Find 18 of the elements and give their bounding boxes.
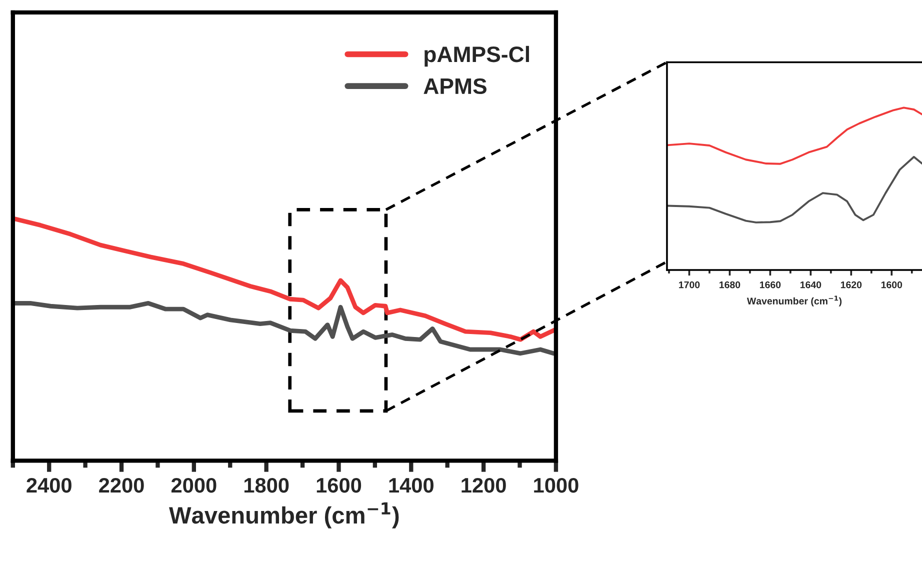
legend-label: pAMPS-Cl <box>424 46 529 67</box>
legend-label: APMS <box>424 78 486 94</box>
x-tick-label: 1600 <box>881 281 902 288</box>
x-tick-label: 1660 <box>760 281 781 288</box>
x-tick-label: 1800 <box>244 478 289 493</box>
x-tick-label: 2200 <box>99 478 144 493</box>
x-tick-label: 1200 <box>462 478 506 493</box>
x-tick-label: 1000 <box>534 478 578 493</box>
x-axis-title: Wavenumber (cm$^{−1}$) <box>169 502 399 528</box>
x-tick-label: 1700 <box>679 281 700 288</box>
x-tick-label: 1620 <box>840 281 862 288</box>
x-tick-label: 2400 <box>26 478 72 493</box>
x-tick-label: 1400 <box>389 478 434 493</box>
x-tick-label: 1640 <box>800 281 822 288</box>
x-tick-label: 1600 <box>316 478 362 493</box>
x-tick-label: 2000 <box>171 478 216 493</box>
x-axis-title: Wavenumber (cm$^{−1}$) <box>746 296 842 306</box>
x-tick-label: 1680 <box>720 281 740 288</box>
